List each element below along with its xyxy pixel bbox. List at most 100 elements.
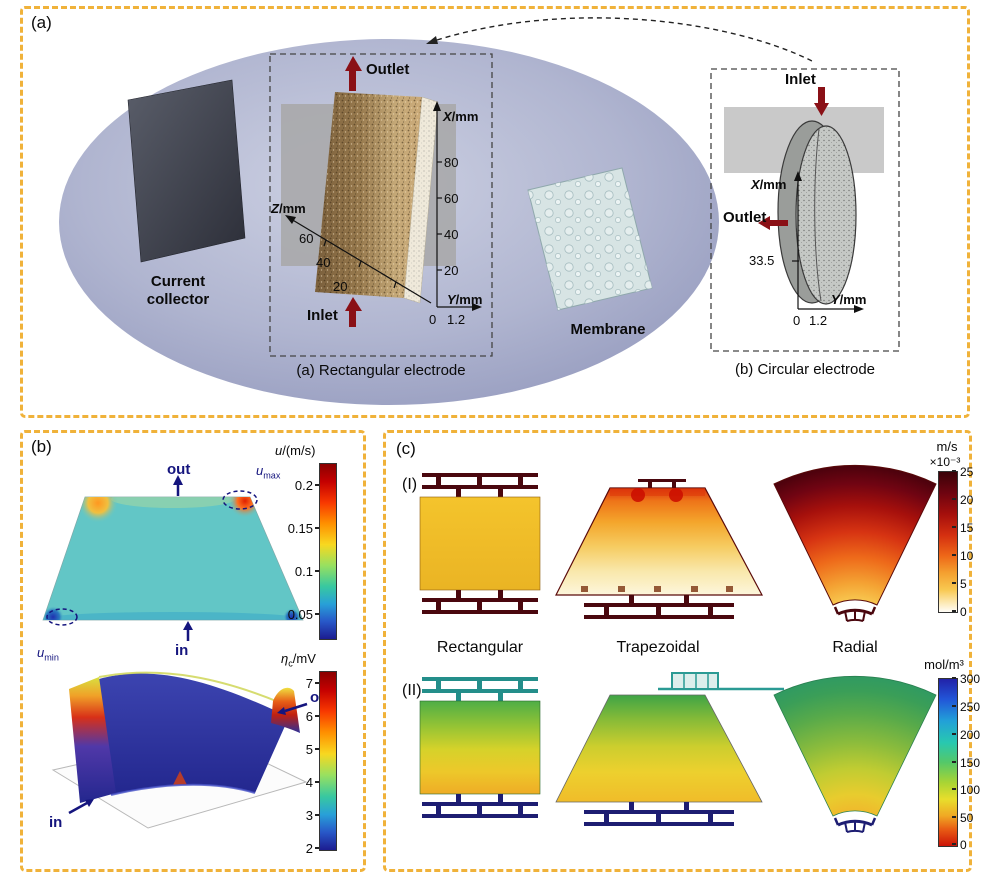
rect-y-axis-label: Y/mm — [447, 292, 483, 307]
rect-inlet-label: Inlet — [307, 307, 338, 324]
velocity-out-label: out — [167, 461, 191, 478]
rect-electrode-dashed-box — [269, 53, 493, 357]
radial-channel — [833, 606, 877, 622]
rect-x-tick: 40 — [444, 227, 459, 242]
tick-mark — [952, 816, 956, 818]
tick-mark — [952, 470, 956, 472]
membrane-shape — [527, 167, 653, 311]
tick-mark — [315, 613, 319, 615]
rectangular-velocity-field — [419, 473, 541, 614]
velocity-field-plot — [42, 475, 304, 641]
colorbar-tick-label: 5 — [305, 742, 313, 757]
tick-mark — [952, 498, 956, 500]
colorbar-tick-label: 5 — [960, 577, 967, 591]
rect-y-tick: 1.2 — [447, 312, 466, 327]
velocity-colorbar-scale: ×10⁻³ — [929, 455, 961, 469]
velocity-colorbar-unit: m/s — [936, 439, 958, 454]
tick-mark — [315, 484, 319, 486]
tick-mark — [315, 682, 319, 684]
panel-b: (b) out in umax umin u/(m/s) 0.2 0.15 0.… — [20, 430, 366, 872]
colorbar-tick-label: 0 — [960, 838, 967, 852]
colorbar-tick-label: 250 — [960, 700, 981, 714]
shape-label-rectangular: Rectangular — [436, 639, 524, 656]
u-min-label: umin — [37, 645, 59, 663]
tick-mark — [952, 788, 956, 790]
panel-a-graphics — [59, 17, 900, 405]
colorbar-tick-label: 6 — [305, 709, 313, 724]
tick-mark — [315, 847, 319, 849]
tick-mark — [315, 781, 319, 783]
overpotential-colorbar — [319, 671, 337, 851]
colorbar-tick-label: 200 — [960, 728, 981, 742]
colorbar-tick-label: 7 — [305, 676, 313, 691]
u-max-label: umax — [256, 463, 281, 481]
tick-mark — [315, 570, 319, 572]
shape-label-trapezoidal: Trapezoidal — [616, 639, 700, 656]
rect-z-tick: 20 — [333, 279, 348, 294]
panel-c-tag: (c) — [396, 439, 416, 458]
rectangular-concentration-field — [419, 677, 541, 818]
rect-z-tick: 60 — [299, 231, 314, 246]
circ-y-tick: 1.2 — [809, 313, 828, 328]
tick-mark — [315, 814, 319, 816]
circular-electrode-dashed-box — [710, 68, 900, 352]
colorbar-tick-label: 0.05 — [287, 607, 313, 622]
panel-a-tag: (a) — [31, 13, 52, 32]
tick-mark — [315, 527, 319, 529]
velocity-in-label: in — [175, 642, 189, 659]
circ-x-axis-label: X/mm — [751, 177, 787, 192]
radial-channel — [833, 817, 877, 833]
concentration-colorbar — [938, 678, 958, 847]
u-min-annotation-ellipse — [46, 608, 78, 626]
colorbar-tick-label: 25 — [960, 465, 974, 479]
tick-mark — [952, 843, 956, 845]
u-max-annotation-ellipse — [222, 490, 258, 510]
colorbar-tick-label: 100 — [960, 783, 981, 797]
trapezoidal-velocity-field — [555, 479, 763, 619]
circ-inlet-arrow — [814, 87, 829, 116]
circ-radius-tick: 33.5 — [749, 253, 775, 268]
shape-label-radial: Radial — [832, 639, 878, 656]
rect-x-axis-label: X/mm — [443, 109, 479, 124]
current-collector-label: Current collector — [146, 273, 210, 308]
colorbar-tick-label: 15 — [960, 521, 974, 535]
row2-tag: (II) — [402, 682, 422, 699]
tick-mark — [952, 554, 956, 556]
trapezoidal-concentration-field — [555, 672, 784, 826]
tick-mark — [315, 748, 319, 750]
colorbar-tick-label: 150 — [960, 756, 981, 770]
overpotential-surface-plot — [51, 671, 308, 829]
rect-x-tick: 20 — [444, 263, 459, 278]
circ-axes — [792, 171, 864, 313]
panel-b-graphics — [42, 475, 308, 829]
tick-mark — [952, 526, 956, 528]
panel-c: (c) (I) (II) Rectangular Trapezoidal Rad… — [383, 430, 980, 872]
circ-origin-tick: 0 — [793, 313, 801, 328]
rect-z-axis-label: Z/mm — [271, 201, 306, 216]
rect-outlet-arrow — [345, 56, 362, 91]
circ-inlet-label: Inlet — [785, 71, 816, 88]
tick-mark — [952, 733, 956, 735]
membrane-label: Membrane — [570, 321, 646, 338]
row1-tag: (I) — [402, 476, 418, 493]
colorbar-tick-label: 300 — [960, 672, 981, 686]
tick-mark — [952, 761, 956, 763]
circ-outlet-arrow — [758, 216, 788, 230]
current-collector-shape — [127, 79, 246, 263]
rect-outlet-label: Outlet — [366, 61, 410, 78]
colorbar-tick-label: 0.15 — [287, 521, 313, 536]
tick-mark — [952, 705, 956, 707]
rect-inlet-arrow — [345, 297, 362, 327]
rect-electrode-axes — [285, 101, 482, 311]
box-connector-dashed-arrow — [426, 17, 813, 62]
rect-z-tick: 40 — [316, 255, 331, 270]
colorbar-tick-label: 0 — [960, 605, 967, 619]
surface-flow-arrows — [68, 702, 308, 815]
rect-x-tick: 80 — [444, 155, 459, 170]
colorbar-tick-label: 50 — [960, 811, 974, 825]
rect-origin-tick: 0 — [429, 312, 437, 327]
colorbar-tick-label: 10 — [960, 549, 974, 563]
flow-arrows — [173, 475, 193, 641]
velocity-colorbar — [319, 463, 337, 640]
